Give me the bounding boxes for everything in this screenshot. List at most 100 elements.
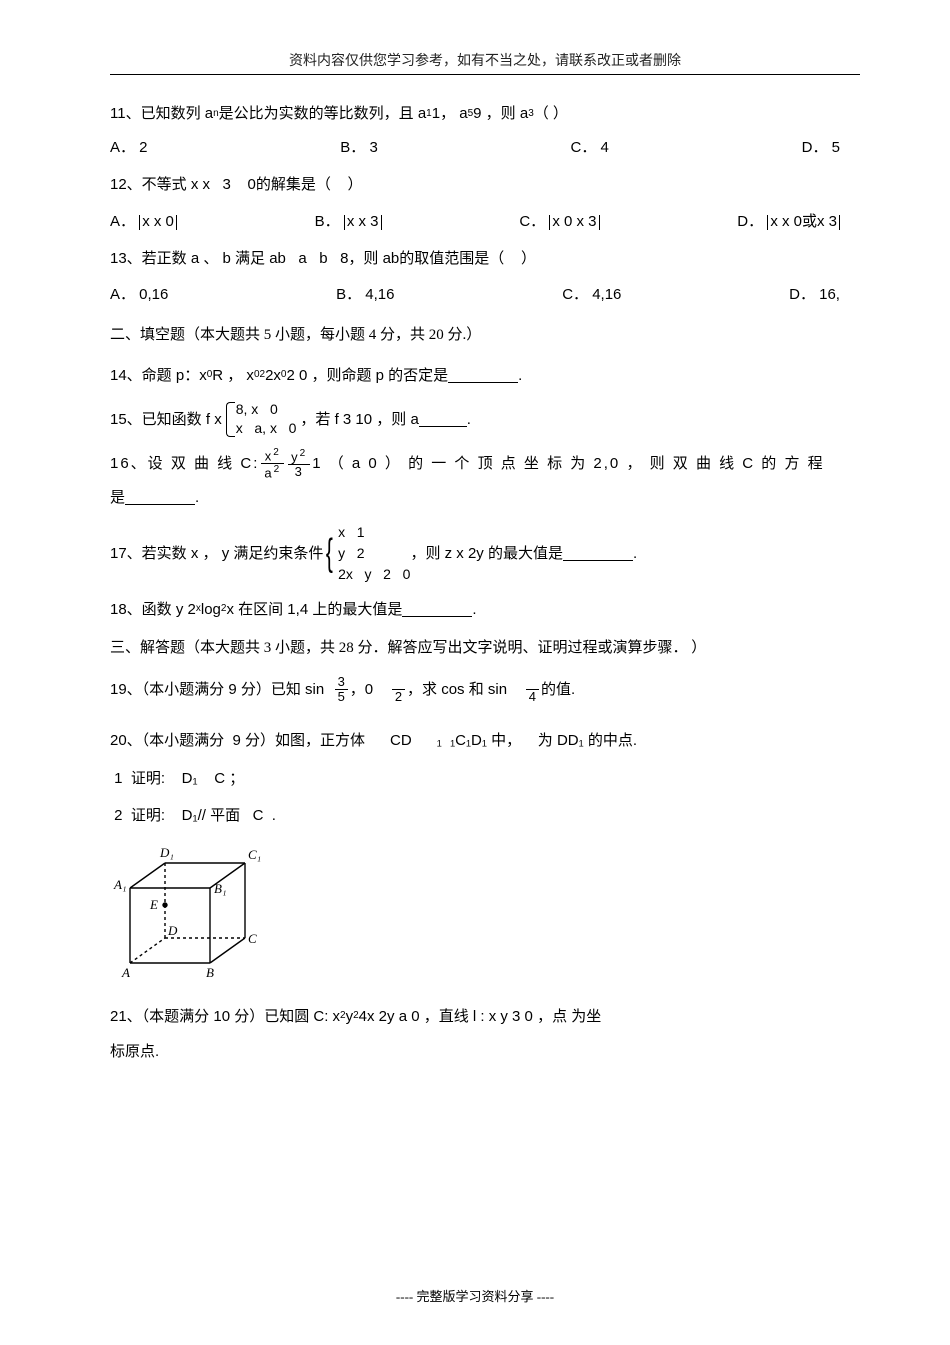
q19-frac3: 4 — [526, 675, 539, 705]
q17-brace: { — [326, 534, 333, 572]
q16-pre: 16、设 双 曲 线 C: — [110, 447, 259, 480]
page: 资料内容仅供您学习参考，如有不当之处，请联系改正或者删除 11、已知数列 an … — [0, 0, 950, 1345]
q19-mid1: ，0 — [350, 673, 373, 706]
cube-figure: D₁ C₁ A₁ B₁ E D C A B — [110, 843, 860, 988]
q16-den1-sup: 2 — [274, 464, 282, 475]
q15-pre: 15、已知函数 f x — [110, 403, 222, 436]
q19-f3-den: 4 — [526, 690, 539, 704]
q13-opt-b: B． 4,16 — [336, 277, 394, 313]
q17-c1: x 1 — [338, 522, 410, 543]
cube-label-a: A — [121, 965, 130, 980]
q21-line1: 21、（本题满分 10 分）已知圆 C: x2 y2 4x 2y a 0 ，直线… — [110, 1000, 860, 1033]
cube-label-e: E — [149, 897, 158, 912]
q16-den1: a2 — [261, 464, 284, 481]
q11-text-b: 是公比为实数的等比数列，且 a — [219, 97, 427, 130]
q16-num1: x2 — [261, 447, 284, 465]
q12-opt-c: C． x 0 x 3 — [519, 204, 599, 240]
q16-num2-y: y — [291, 449, 300, 464]
q17-period: . — [633, 537, 637, 570]
q19-f2-num — [392, 675, 405, 690]
q19-mid2: ，求 cos 和 sin — [407, 673, 507, 706]
q13-opt-a: A． 0,16 — [110, 277, 168, 313]
header-rule — [110, 74, 860, 75]
q19-frac1: 3 5 — [335, 675, 348, 705]
section2-heading: 二、填空题（本大题共 5 小题，每小题 4 分，共 20 分.） — [110, 317, 860, 355]
section3-heading: 三、解答题（本大题共 3 小题，共 28 分．解答应写出文字说明、证明过程或演算… — [110, 630, 860, 668]
q16-line2: 是 . — [110, 481, 860, 514]
q20-p1: 1 证明: D₁ C ； — [110, 760, 860, 798]
q15-p1: 8, x 0 — [236, 400, 297, 420]
q16-den2: 3 — [288, 465, 310, 479]
q21-line2: 标原点. — [110, 1033, 860, 1071]
q17-blank — [563, 545, 633, 561]
q17: 17、若实数 x ， y 满足约束条件 { x 1 y 2 2x y 2 0 ，… — [110, 522, 860, 585]
q21-pre: 21、（本题满分 10 分）已知圆 C: x — [110, 1000, 340, 1033]
cube-svg: D₁ C₁ A₁ B₁ E D C A B — [110, 843, 270, 988]
q14-mid3: 2 0 ，则命题 p 的否定是 — [286, 359, 448, 392]
q13-opt-c: C． 4,16 — [562, 277, 621, 313]
cube-label-b1: B₁ — [214, 881, 226, 896]
q11-text-d: 9 ，则 a — [473, 97, 528, 130]
cube-label-c1: C₁ — [248, 847, 261, 862]
q16-line2-text: 是 — [110, 481, 125, 514]
q21-mid2: 4x 2y a 0 ，直线 l : x y 3 0 ，点 为坐 — [359, 1000, 602, 1033]
q11-options: A． 2 B． 3 C． 4 D． 5 — [110, 130, 860, 166]
header-note: 资料内容仅供您学习参考，如有不当之处，请联系改正或者删除 — [110, 50, 860, 70]
q17-constraints: x 1 y 2 2x y 2 0 — [338, 522, 410, 585]
q19-post: 的值. — [541, 673, 575, 706]
q19-pre: 19、（本小题满分 9 分）已知 sin — [110, 673, 324, 706]
q11-opt-c: C． 4 — [571, 130, 609, 166]
q14: 14、命题 p：x0 R ， x02 2x0 2 0 ，则命题 p 的否定是 . — [110, 359, 860, 392]
q20-p2: 2 证明: D₁// 平面 C . — [110, 797, 860, 835]
q16-num2: y2 — [288, 448, 310, 466]
q18-period: . — [472, 593, 476, 626]
q18-pre: 18、函数 y 2 — [110, 593, 196, 626]
q12-a-pre: A． — [110, 213, 139, 230]
q19-f1-den: 5 — [335, 690, 348, 704]
q18-blank — [402, 601, 472, 617]
q17-pre: 17、若实数 x ， y 满足约束条件 — [110, 537, 323, 570]
q15-piecewise: 8, x 0 x a, x 0 — [226, 400, 297, 439]
q15-p2: x a, x 0 — [236, 419, 297, 439]
q12-options: A． x x 0 B． x x 3 C． x 0 x 3 D． x x 0或x … — [110, 204, 860, 240]
cube-label-b: B — [206, 965, 214, 980]
q16-period: . — [195, 481, 199, 514]
q16-den1-a: a — [264, 466, 273, 481]
q11-opt-d: D． 5 — [802, 130, 840, 166]
q21-mid1: y — [346, 1000, 354, 1033]
q13-options: A． 0,16 B． 4,16 C． 4,16 D． 16, — [110, 277, 860, 313]
q12-opt-a: A． x x 0 — [110, 204, 177, 240]
q12-c-pre: C． — [519, 213, 549, 230]
q11-text-a: 11、已知数列 a — [110, 97, 213, 130]
q18: 18、函数 y 2x log2 x 在区间 1,4 上的最大值是 . — [110, 593, 860, 626]
q16-supy: 2 — [300, 448, 308, 459]
q14-mid2: 2x — [265, 359, 281, 392]
q19-f3-num — [526, 675, 539, 690]
q11-stem: 11、已知数列 an 是公比为实数的等比数列，且 a1 1， a5 9 ，则 a… — [110, 97, 860, 130]
q14-pre: 14、命题 p：x — [110, 359, 207, 392]
cube-label-d: D — [167, 923, 178, 938]
q15-blank — [419, 411, 467, 427]
q12-opt-d: D． x x 0或x 3 — [737, 204, 840, 240]
q15-period: . — [467, 403, 471, 436]
q12-stem: 12、不等式 x x 3 0的解集是（ ） — [110, 166, 860, 204]
q11-text-e: （ ） — [534, 97, 568, 130]
q12-c-set: x 0 x 3 — [549, 213, 599, 230]
q16-supx: 2 — [273, 447, 281, 458]
q12-opt-b: B． x x 3 — [315, 204, 382, 240]
cube-label-d1: D₁ — [159, 845, 174, 860]
q16-num1-x: x — [265, 448, 274, 463]
q16-blank — [125, 489, 195, 505]
q14-period: . — [518, 359, 522, 392]
q18-post: x 在区间 1,4 上的最大值是 — [226, 593, 402, 626]
q19-f2-den: 2 — [392, 690, 405, 704]
q16-frac1: x2 a2 — [261, 447, 284, 481]
q19: 19、（本小题满分 9 分）已知 sin 3 5 ，0 2 ，求 cos 和 s… — [110, 673, 860, 706]
q12-b-pre: B． — [315, 213, 344, 230]
q14-blank — [448, 367, 518, 383]
q11-opt-a: A． 2 — [110, 130, 148, 166]
q15: 15、已知函数 f x 8, x 0 x a, x 0 ，若 f 3 10 ，则… — [110, 400, 860, 439]
q19-frac2: 2 — [392, 675, 405, 705]
footer: ---- 完整版学习资料分享 ---- — [0, 1286, 950, 1305]
q11-text-c: 1， a — [432, 97, 468, 130]
